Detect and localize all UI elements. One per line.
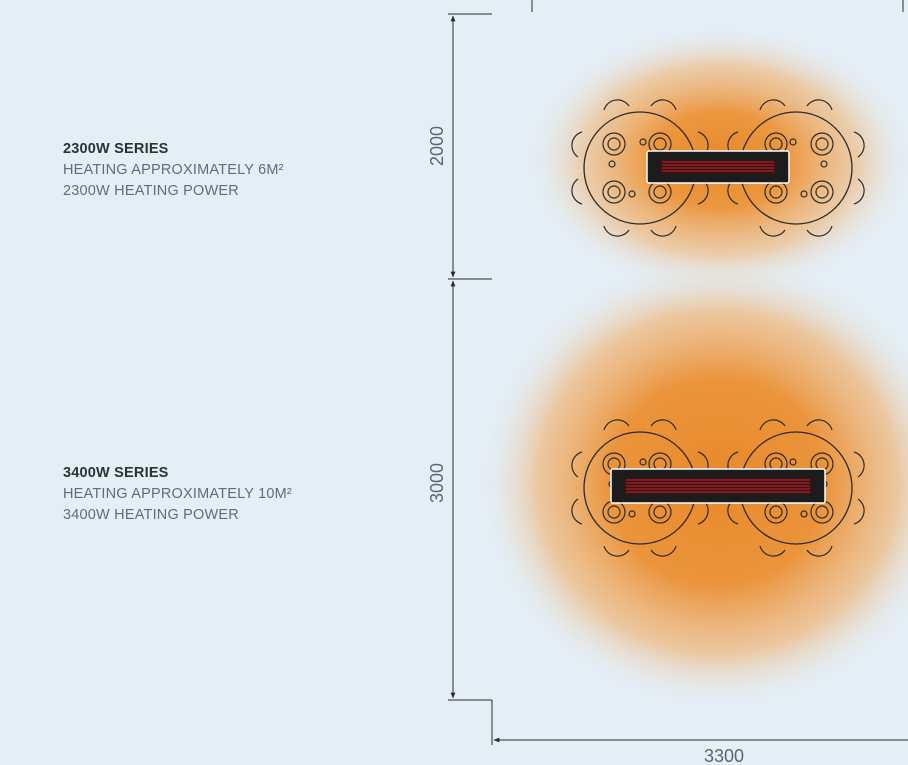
dimension-width: 3300 — [704, 746, 744, 765]
series-3400w-block: 3400W SERIES HEATING APPROXIMATELY 10M² … — [63, 463, 292, 526]
series-3400w-power: 3400W HEATING POWER — [63, 507, 239, 523]
series-2300w-area: HEATING APPROXIMATELY 6M² — [63, 162, 284, 178]
series-2300w-power: 2300W HEATING POWER — [63, 183, 239, 199]
heater-3400w — [610, 468, 826, 504]
dimension-lines — [448, 0, 908, 745]
dimension-upper-height: 2000 — [427, 126, 447, 166]
series-2300w-title: 2300W SERIES — [63, 141, 169, 157]
series-2300w-block: 2300W SERIES HEATING APPROXIMATELY 6M² 2… — [63, 139, 284, 202]
dimension-lower-height: 3000 — [427, 463, 447, 503]
heater-2300w — [646, 150, 790, 184]
series-3400w-title: 3400W SERIES — [63, 465, 169, 481]
series-3400w-area: HEATING APPROXIMATELY 10M² — [63, 486, 292, 502]
